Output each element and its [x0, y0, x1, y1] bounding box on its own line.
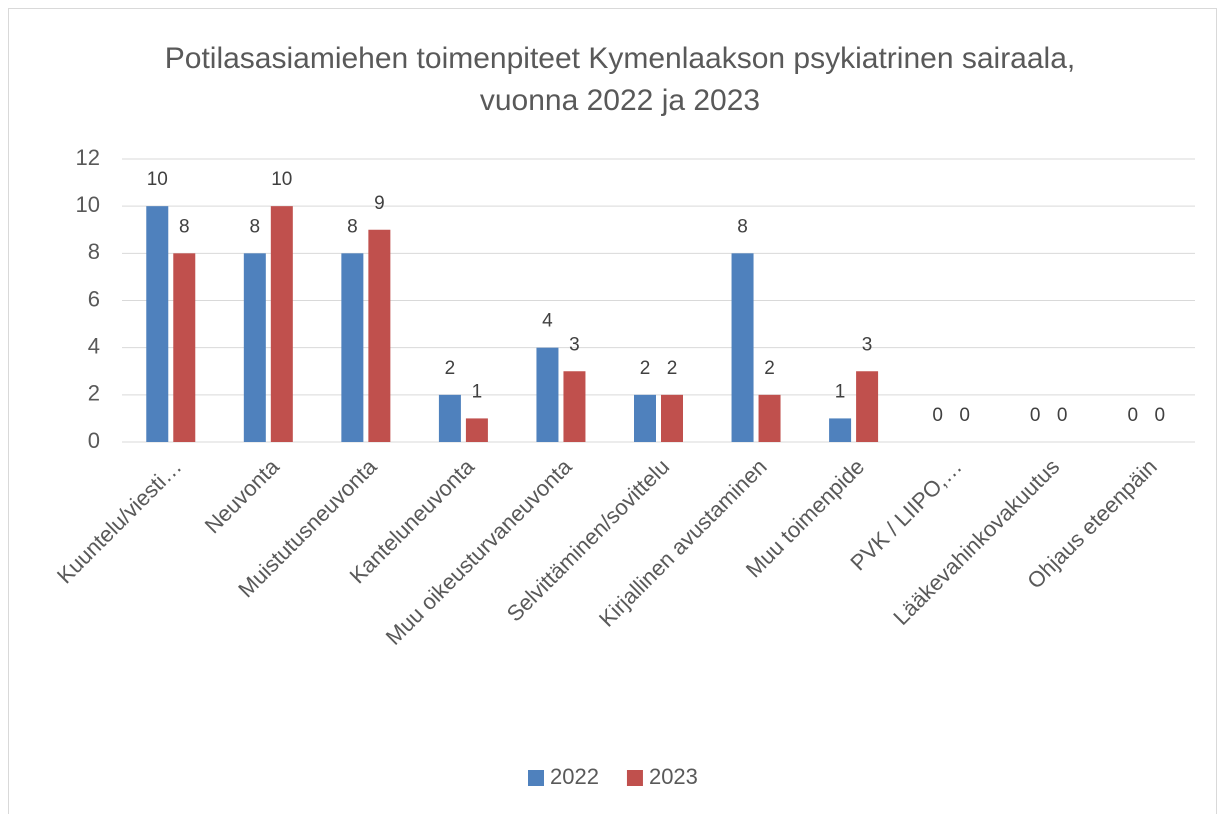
x-tick-label: Muu oikeusturvaneuvonta: [381, 453, 577, 649]
bar: [856, 371, 879, 442]
y-tick-label: 4: [88, 333, 100, 358]
bar: [758, 394, 781, 442]
data-label: 1: [835, 381, 846, 402]
y-tick-label: 2: [88, 381, 100, 406]
y-tick-label: 12: [76, 145, 100, 170]
data-label: 8: [250, 216, 261, 237]
data-label: 0: [1057, 405, 1068, 426]
bar: [270, 206, 293, 442]
data-label: 8: [347, 216, 358, 237]
x-tick-label: Selvittäminen/sovittelu: [502, 454, 674, 626]
bar: [465, 418, 488, 442]
y-tick-label: 8: [88, 239, 100, 264]
x-tick-label: Lääkevahinkovakuutus: [888, 454, 1064, 630]
bar: [341, 253, 364, 442]
data-label: 4: [542, 311, 553, 332]
data-label: 10: [147, 169, 168, 190]
bar: [438, 394, 461, 442]
data-label: 0: [1127, 405, 1138, 426]
data-label: 1: [472, 381, 483, 402]
bar: [731, 253, 754, 442]
data-label: 2: [640, 358, 651, 379]
y-tick-label: 0: [88, 428, 100, 453]
legend-label: 2023: [649, 764, 698, 789]
chart-border: [8, 8, 1217, 814]
data-label: 0: [1030, 405, 1041, 426]
data-label: 3: [569, 334, 580, 355]
data-label: 0: [1154, 405, 1165, 426]
bar: [563, 371, 586, 442]
bar: [536, 347, 559, 442]
legend-swatch: [626, 770, 643, 786]
bar: [146, 206, 169, 442]
legend-swatch: [528, 770, 544, 786]
bar: [829, 418, 852, 442]
x-tick-label: Kuuntelu/viesti…: [52, 454, 186, 588]
data-label: 9: [374, 193, 385, 214]
bar: [661, 394, 683, 442]
data-label: 8: [737, 216, 748, 237]
legend-label: 2022: [550, 764, 599, 789]
data-label: 8: [179, 216, 190, 237]
y-tick-label: 10: [76, 192, 100, 217]
x-tick-label: Kirjallinen avustaminen: [594, 454, 772, 632]
bar: [634, 394, 656, 442]
data-label: 0: [959, 405, 970, 426]
bar: [368, 229, 391, 442]
data-label: 10: [271, 169, 292, 190]
x-tick-label: Neuvonta: [200, 453, 285, 538]
data-label: 2: [445, 358, 456, 379]
data-label: 2: [667, 358, 678, 379]
bar: [173, 253, 196, 442]
bar: [243, 253, 266, 442]
data-label: 3: [862, 334, 873, 355]
data-label: 0: [932, 405, 943, 426]
data-label: 2: [764, 358, 775, 379]
chart-title: Potilasasiamiehen toimenpiteet Kymenlaak…: [164, 42, 1076, 117]
y-tick-label: 6: [88, 286, 100, 311]
